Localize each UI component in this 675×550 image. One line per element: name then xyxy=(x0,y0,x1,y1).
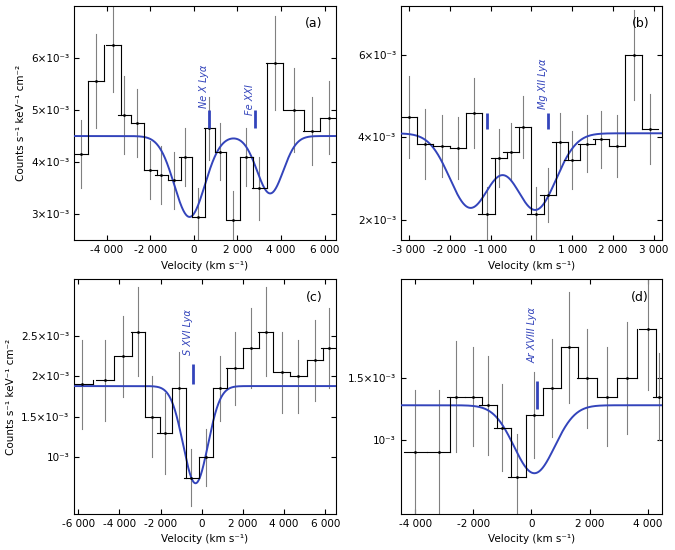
Text: (d): (d) xyxy=(631,291,649,304)
X-axis label: Velocity (km s⁻¹): Velocity (km s⁻¹) xyxy=(488,535,575,544)
Text: S XVI Lyα: S XVI Lyα xyxy=(184,309,194,355)
Y-axis label: Counts s⁻¹ keV⁻¹ cm⁻²: Counts s⁻¹ keV⁻¹ cm⁻² xyxy=(16,65,26,181)
Text: Fe XXI: Fe XXI xyxy=(245,84,255,115)
Text: Mg XII Lyα: Mg XII Lyα xyxy=(538,59,548,109)
Text: (a): (a) xyxy=(305,17,323,30)
Text: Ar XVIII Lyα: Ar XVIII Lyα xyxy=(527,307,537,363)
Y-axis label: Counts s⁻¹ keV⁻¹ cm⁻²: Counts s⁻¹ keV⁻¹ cm⁻² xyxy=(5,339,16,455)
X-axis label: Velocity (km s⁻¹): Velocity (km s⁻¹) xyxy=(161,535,248,544)
X-axis label: Velocity (km s⁻¹): Velocity (km s⁻¹) xyxy=(488,261,575,271)
Text: Ne X Lyα: Ne X Lyα xyxy=(199,65,209,108)
Text: (b): (b) xyxy=(632,17,649,30)
X-axis label: Velocity (km s⁻¹): Velocity (km s⁻¹) xyxy=(161,261,248,271)
Text: (c): (c) xyxy=(306,291,323,304)
